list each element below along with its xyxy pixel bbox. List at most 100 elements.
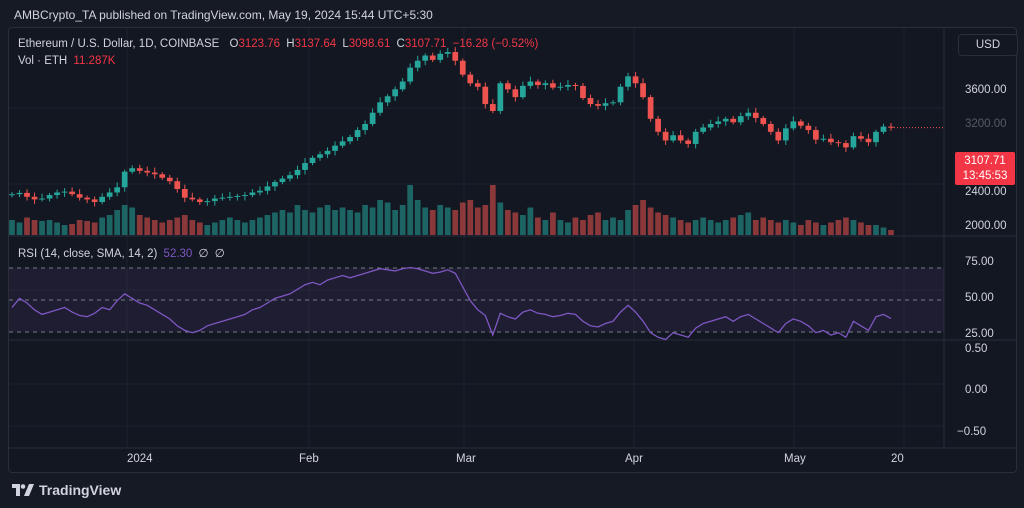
volume-bar [617,220,624,235]
volume-bar [565,222,571,235]
volume-bar [196,222,203,235]
candle-body [722,118,729,122]
volume-bar [362,205,368,235]
volume-bar [347,210,353,235]
candle-body [835,142,842,144]
volume-bar [737,215,744,235]
symbol-name[interactable]: Ethereum / U.S. Dollar, 1D, COINBASE [18,38,220,50]
currency-button[interactable]: USD [958,34,1018,56]
candle-body [39,198,45,200]
candle-body [422,55,429,61]
candle-body [782,128,789,141]
candle-body [377,102,383,113]
volume-bar [580,220,586,235]
low-value: 3098.61 [348,38,391,50]
volume-bar [797,225,804,235]
candle-body [542,83,549,85]
volume-bar [84,221,90,235]
candle-body [294,169,301,176]
volume-bar [610,217,616,235]
volume-bar [31,220,38,235]
candle-body [820,138,827,140]
candle-body [159,174,166,178]
volume-bar [302,210,308,235]
candle-body [535,81,541,85]
volume-bar [76,220,83,235]
volume-bar [662,215,669,235]
close-label: C [396,38,405,50]
volume-bar [557,220,564,235]
volume-bar [414,200,421,235]
brand-name: TradingView [39,482,122,498]
volume-bar [429,210,436,235]
candle-body [414,60,421,68]
candle-body [9,194,15,196]
volume-bar [452,210,459,235]
rsi-label[interactable]: RSI (14, close, SMA, 14, 2) [18,248,158,260]
volume-bar [354,212,361,235]
x-tick: May [784,453,806,465]
volume-bar [69,224,75,235]
volume-bar [813,222,819,235]
publisher-line: AMBCrypto_TA published on TradingView.co… [14,8,433,22]
x-tick: 20 [891,453,904,465]
volume-bar [775,222,782,235]
volume-value: 11.287K [73,55,116,67]
chart-frame[interactable]: Ethereum / U.S. Dollar, 1D, COINBASE O31… [8,27,1018,473]
volume-bar [54,222,60,235]
volume-bar [730,217,737,235]
volume-bar [257,217,263,235]
volume-bar [279,210,286,235]
volume-bar [587,215,594,235]
candle-body [550,83,556,88]
volume-bar [858,222,864,235]
volume-bar [227,217,233,235]
volume-legend: Vol · ETH 11.287K [18,55,118,67]
volume-bar [767,220,774,235]
candle-body [317,154,323,158]
candle-body [196,199,203,202]
candle-body [309,157,316,163]
candle-body [489,104,496,111]
candle-body [204,201,211,203]
volume-bar [16,222,23,235]
high-label: H [286,38,295,50]
volume-bar [542,220,549,235]
volume-bar [677,220,684,235]
candle-body [407,67,414,82]
candle-body [865,138,872,143]
volume-bar [189,220,196,235]
candle-body [888,126,894,128]
price-chart[interactable] [9,28,1016,472]
tradingview-logo[interactable]: TradingView [12,482,121,498]
candle-body [121,171,128,188]
candle-body [166,177,173,182]
candle-body [565,85,571,87]
candle-body [76,194,83,198]
volume-bar [129,207,136,235]
candle-body [174,181,181,189]
volume-bar [489,185,496,235]
y-tick-rsi: 75.00 [965,256,994,268]
candle-body [730,118,737,123]
candle-body [752,112,759,118]
volume-label[interactable]: Vol · ETH [18,55,68,67]
candle-body [16,192,23,195]
volume-bar [474,207,481,235]
volume-bar [407,185,414,235]
volume-bar [204,225,211,235]
candle-body [482,86,489,105]
volume-bar [211,222,218,235]
candle-body [640,83,646,98]
candle-body [106,192,113,197]
volume-bar [121,205,128,235]
candle-body [324,150,331,155]
candle-body [512,89,519,98]
candle-body [392,89,399,97]
volume-bar [422,207,429,235]
last-price: 3107.71 [964,155,1006,167]
volume-bar [602,220,609,235]
volume-bar [136,215,143,235]
candle-body [61,191,68,193]
candle-body [249,192,256,196]
